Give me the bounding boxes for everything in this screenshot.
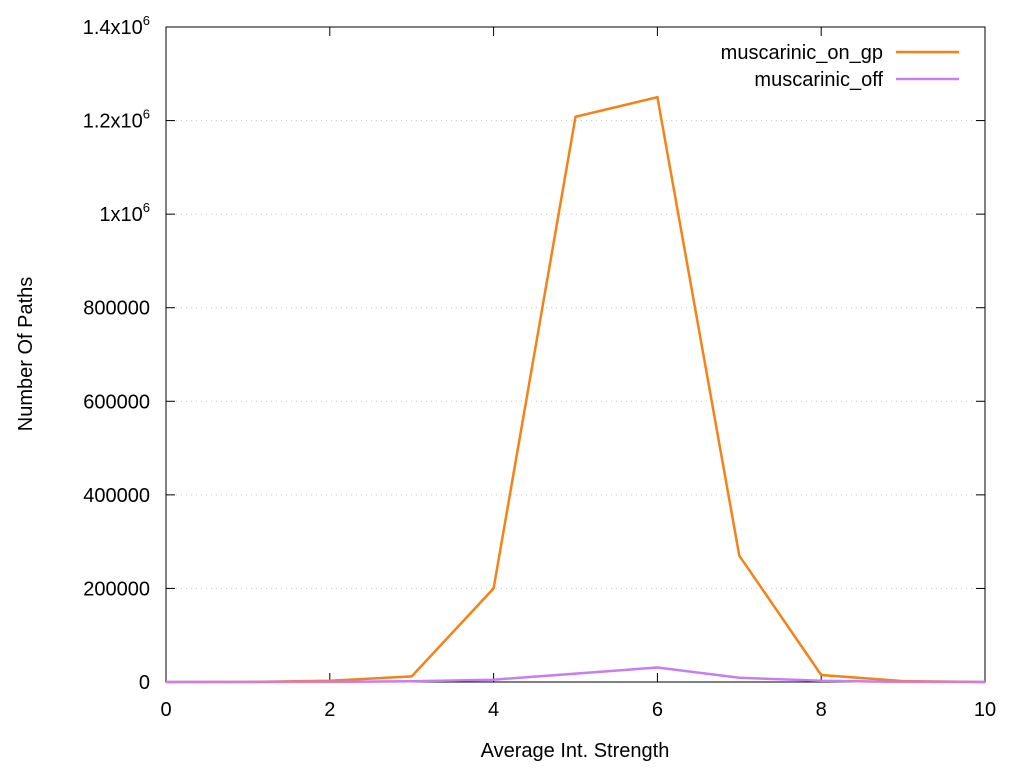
legend-label: muscarinic_off [754, 69, 883, 91]
x-tick-label: 0 [160, 699, 171, 721]
x-axis-label: Average Int. Strength [481, 740, 670, 762]
series-line-muscarinic-on-gp [165, 95, 986, 684]
x-tick-label: 4 [488, 699, 499, 721]
x-tick-label: 6 [652, 699, 663, 721]
y-axis-label: Number Of Paths [15, 277, 37, 432]
x-tick-label: 8 [816, 699, 827, 721]
x-tick-label: 10 [974, 699, 996, 721]
grid-lines [166, 120, 985, 589]
y-tick-label: 1.4x106 [83, 13, 150, 39]
y-tick-label: 1.2x106 [83, 107, 150, 133]
series-lines [165, 95, 986, 684]
axis-ticks: 0 200000 400000 600000 800000 1x106 1.2x106 1.4… [83, 13, 996, 721]
legend-label: muscarinic_on_gp [721, 42, 883, 64]
legend: muscarinic_on_gp muscarinic_off [721, 42, 959, 91]
y-tick-label: 0 [139, 672, 150, 694]
y-tick-label: 800000 [83, 298, 150, 320]
plot-frame [165, 26, 986, 683]
y-tick-label: 200000 [83, 578, 150, 600]
y-tick-label: 400000 [83, 485, 150, 507]
x-tick-label: 2 [324, 699, 335, 721]
y-tick-label: 1x106 [99, 200, 150, 226]
series-line-muscarinic-off [166, 666, 986, 684]
y-tick-label: 600000 [83, 391, 150, 413]
